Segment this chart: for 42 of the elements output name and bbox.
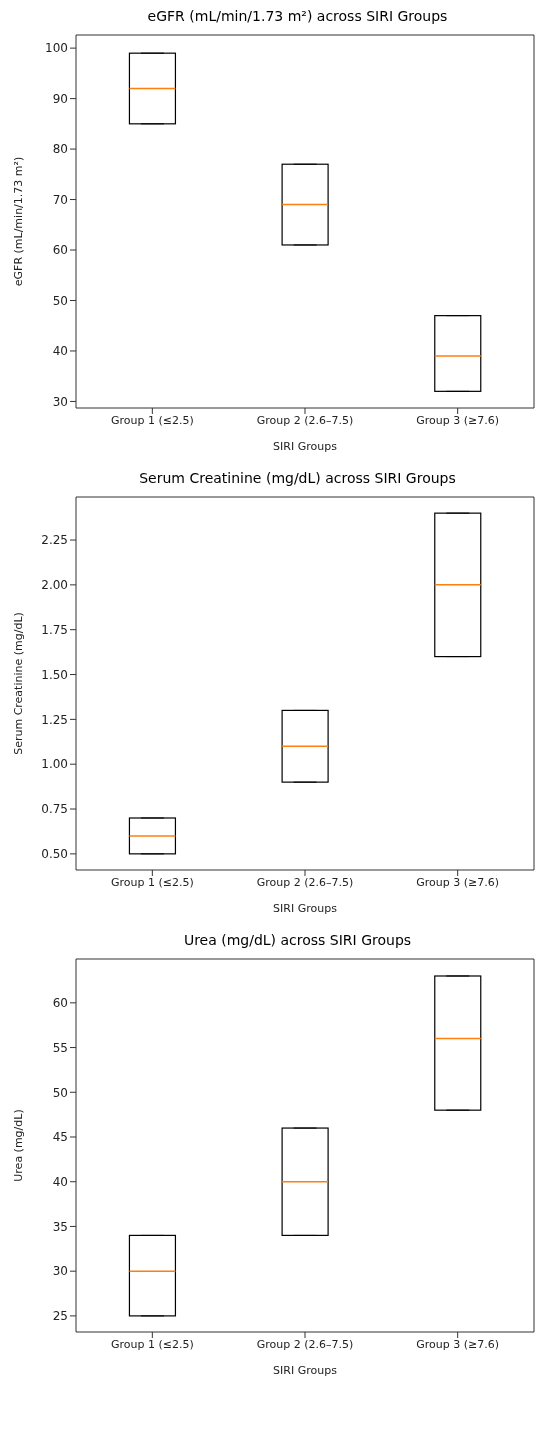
x-tick-label: Group 1 (≤2.5) <box>110 413 194 427</box>
x-tick-label: Group 3 (≥7.6) <box>416 1337 500 1351</box>
y-tick-label: 90 <box>52 91 68 106</box>
y-tick-label: 100 <box>45 41 68 56</box>
y-tick-label: 50 <box>52 1085 68 1100</box>
y-axis-title: eGFR (mL/min/1.73 m²) <box>11 156 25 287</box>
x-tick-label: Group 1 (≤2.5) <box>110 1337 194 1351</box>
x-axis-title: SIRI Groups <box>273 902 338 915</box>
y-tick-label: 35 <box>52 1219 68 1234</box>
y-axis-title: Urea (mg/dL) <box>11 1109 25 1182</box>
y-tick-label: 1.50 <box>41 667 68 682</box>
x-tick-label: Group 1 (≤2.5) <box>110 875 194 889</box>
y-tick-label: 45 <box>52 1130 68 1145</box>
y-tick-label: 2.00 <box>41 578 68 593</box>
x-tick-label: Group 2 (2.6–7.5) <box>256 413 354 427</box>
y-tick-label: 40 <box>52 344 68 359</box>
y-tick-label: 2.25 <box>41 533 68 548</box>
y-tick-label: 0.50 <box>41 847 68 862</box>
x-axis-title: SIRI Groups <box>273 1364 338 1377</box>
y-tick-label: 60 <box>52 996 68 1011</box>
y-axis-title: Serum Creatinine (mg/dL) <box>11 612 25 755</box>
y-tick-label: 55 <box>52 1040 68 1055</box>
y-tick-label: 70 <box>52 192 68 207</box>
chart-title: Urea (mg/dL) across SIRI Groups <box>182 932 413 950</box>
y-tick-label: 1.75 <box>41 622 68 637</box>
x-axis-title: SIRI Groups <box>273 440 338 453</box>
y-tick-label: 30 <box>52 394 68 409</box>
y-tick-label: 50 <box>52 293 68 308</box>
x-tick-label: Group 2 (2.6–7.5) <box>256 1337 354 1351</box>
x-tick-label: Group 3 (≥7.6) <box>416 413 500 427</box>
y-tick-label: 0.75 <box>41 802 68 817</box>
y-tick-label: 80 <box>52 142 68 157</box>
x-tick-label: Group 3 (≥7.6) <box>416 875 500 889</box>
y-tick-label: 1.00 <box>41 757 68 772</box>
x-tick-label: Group 2 (2.6–7.5) <box>256 875 354 889</box>
chart-title: eGFR (mL/min/1.73 m²) across SIRI Groups <box>146 8 449 26</box>
y-tick-label: 30 <box>52 1264 68 1279</box>
y-tick-label: 60 <box>52 243 68 258</box>
y-tick-label: 1.25 <box>41 712 68 727</box>
y-tick-label: 40 <box>52 1174 68 1189</box>
chart-title: Serum Creatinine (mg/dL) across SIRI Groups <box>138 470 457 488</box>
y-tick-label: 25 <box>52 1309 68 1324</box>
